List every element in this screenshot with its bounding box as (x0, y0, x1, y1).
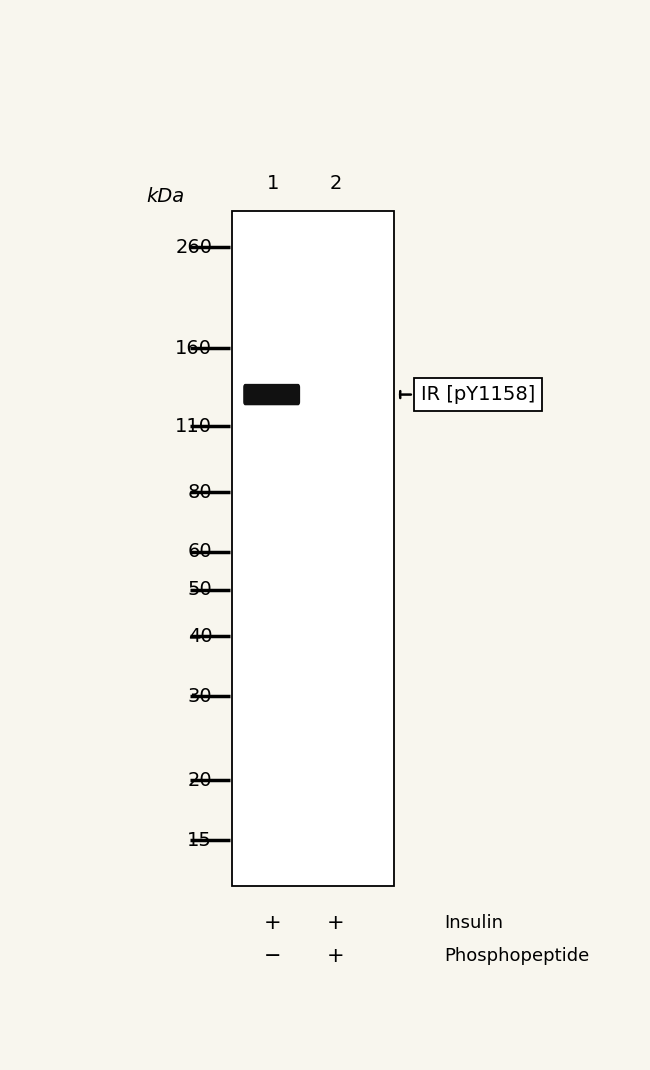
Text: 160: 160 (176, 339, 212, 357)
Text: 2: 2 (330, 173, 342, 193)
Bar (233, 211, 394, 886)
Text: +: + (327, 947, 344, 966)
Text: 260: 260 (176, 238, 212, 257)
Text: 80: 80 (188, 483, 212, 502)
Text: 15: 15 (187, 830, 212, 850)
Text: +: + (327, 914, 344, 933)
FancyBboxPatch shape (243, 384, 300, 406)
Text: IR [pY1158]: IR [pY1158] (421, 385, 536, 404)
Text: kDa: kDa (147, 187, 185, 207)
Text: 110: 110 (176, 416, 212, 435)
Text: −: − (264, 947, 281, 966)
Text: 30: 30 (188, 687, 212, 705)
Text: Insulin: Insulin (444, 915, 503, 932)
Text: 1: 1 (266, 173, 279, 193)
Text: 40: 40 (188, 627, 212, 645)
Text: 60: 60 (188, 542, 212, 562)
Text: 50: 50 (187, 580, 212, 599)
Text: +: + (264, 914, 281, 933)
Text: 20: 20 (188, 770, 212, 790)
Text: Phosphopeptide: Phosphopeptide (444, 947, 589, 965)
